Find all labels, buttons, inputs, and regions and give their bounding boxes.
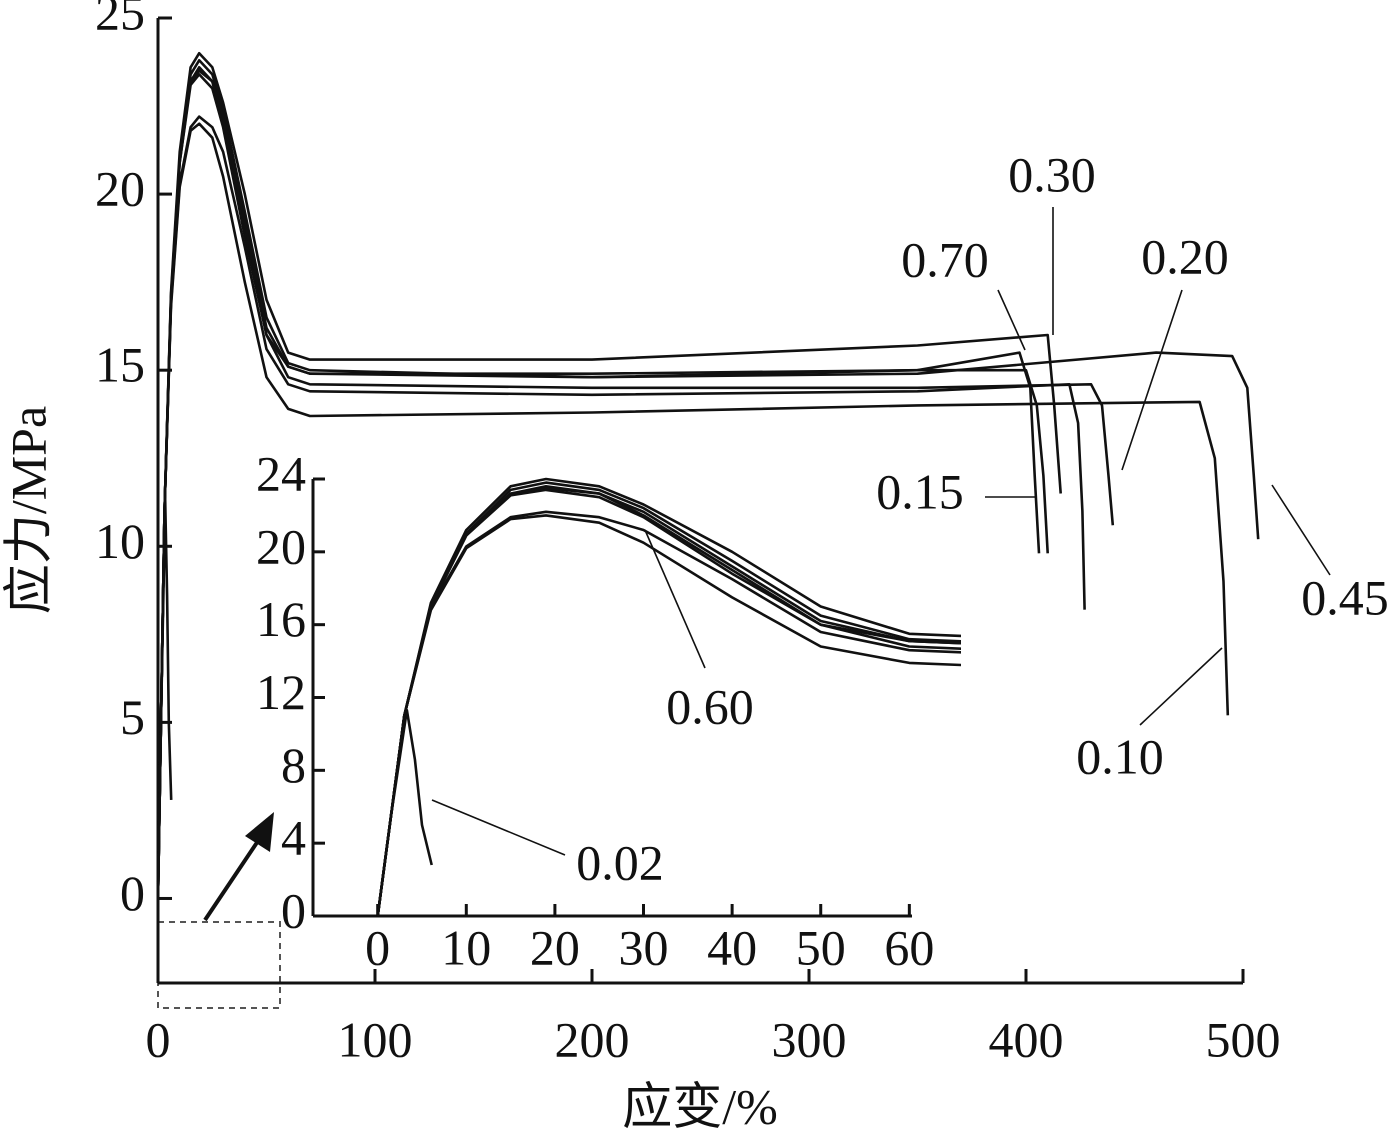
x-tick-label: 400 bbox=[989, 1011, 1064, 1067]
series-label: 0.30 bbox=[1008, 146, 1096, 202]
y-tick-label: 0 bbox=[120, 865, 145, 921]
inset-stress-curve bbox=[376, 510, 961, 916]
zoom-arrow bbox=[203, 833, 264, 922]
zoom-box bbox=[157, 921, 281, 1009]
inset-y-tick-label: 8 bbox=[281, 737, 306, 793]
label-leader bbox=[997, 289, 1026, 351]
inset-x-tick-label: 0 bbox=[365, 919, 390, 975]
y-axis-label: 应力/MPa bbox=[0, 406, 56, 614]
y-tick-label: 20 bbox=[95, 161, 145, 217]
x-axis-label: 应变/% bbox=[622, 1078, 778, 1134]
inset-x-tick-label: 40 bbox=[707, 919, 757, 975]
inset-x-tick-label: 60 bbox=[884, 919, 934, 975]
label-leader bbox=[1271, 484, 1331, 576]
inset-x-tick-label: 10 bbox=[441, 919, 491, 975]
inset-y-tick-label: 0 bbox=[281, 882, 306, 938]
series-label: 0.15 bbox=[876, 463, 964, 519]
inset-plot bbox=[376, 477, 961, 916]
inset-y-tick-label: 20 bbox=[256, 518, 306, 574]
stress-curve bbox=[156, 69, 1041, 899]
label-leader bbox=[1121, 289, 1183, 471]
series-label: 0.10 bbox=[1076, 728, 1164, 784]
series-label: 0.20 bbox=[1141, 228, 1229, 284]
x-tick-label: 100 bbox=[338, 1011, 413, 1067]
inset-stress-curve bbox=[376, 486, 961, 916]
x-tick-label: 500 bbox=[1206, 1011, 1281, 1067]
series-label: 0.02 bbox=[576, 834, 664, 890]
y-tick-label: 10 bbox=[95, 513, 145, 569]
x-tick-label: 200 bbox=[555, 1011, 630, 1067]
series-label: 0.60 bbox=[666, 678, 754, 734]
inset-stress-curve bbox=[376, 514, 961, 916]
series-label: 0.45 bbox=[1301, 569, 1389, 625]
inset-stress-curve bbox=[376, 488, 961, 916]
inset-x-tick-label: 50 bbox=[796, 919, 846, 975]
inset-y-tick-label: 12 bbox=[256, 664, 306, 720]
series-label: 0.70 bbox=[901, 231, 989, 287]
inset-x-tick-label: 20 bbox=[530, 919, 580, 975]
y-tick-label: 5 bbox=[120, 689, 145, 745]
y-tick-label: 15 bbox=[95, 337, 145, 393]
inset-stress-curve bbox=[376, 484, 961, 916]
arrow-head bbox=[245, 812, 274, 852]
inset-stress-curve bbox=[376, 477, 961, 916]
x-tick-label: 300 bbox=[772, 1011, 847, 1067]
label-leader bbox=[644, 529, 706, 669]
inset-x-tick-label: 30 bbox=[619, 919, 669, 975]
label-leader bbox=[431, 799, 566, 856]
x-tick-label: 0 bbox=[146, 1011, 171, 1067]
inset-y-tick-label: 16 bbox=[256, 591, 306, 647]
stress-curve bbox=[156, 122, 1230, 899]
y-tick-label: 25 bbox=[95, 0, 145, 40]
inset-stress-curve bbox=[376, 481, 961, 916]
inset-stress-curve bbox=[376, 708, 433, 916]
label-leader bbox=[1139, 647, 1223, 726]
inset-y-tick-label: 4 bbox=[281, 810, 306, 866]
inset-y-tick-label: 24 bbox=[256, 445, 306, 501]
